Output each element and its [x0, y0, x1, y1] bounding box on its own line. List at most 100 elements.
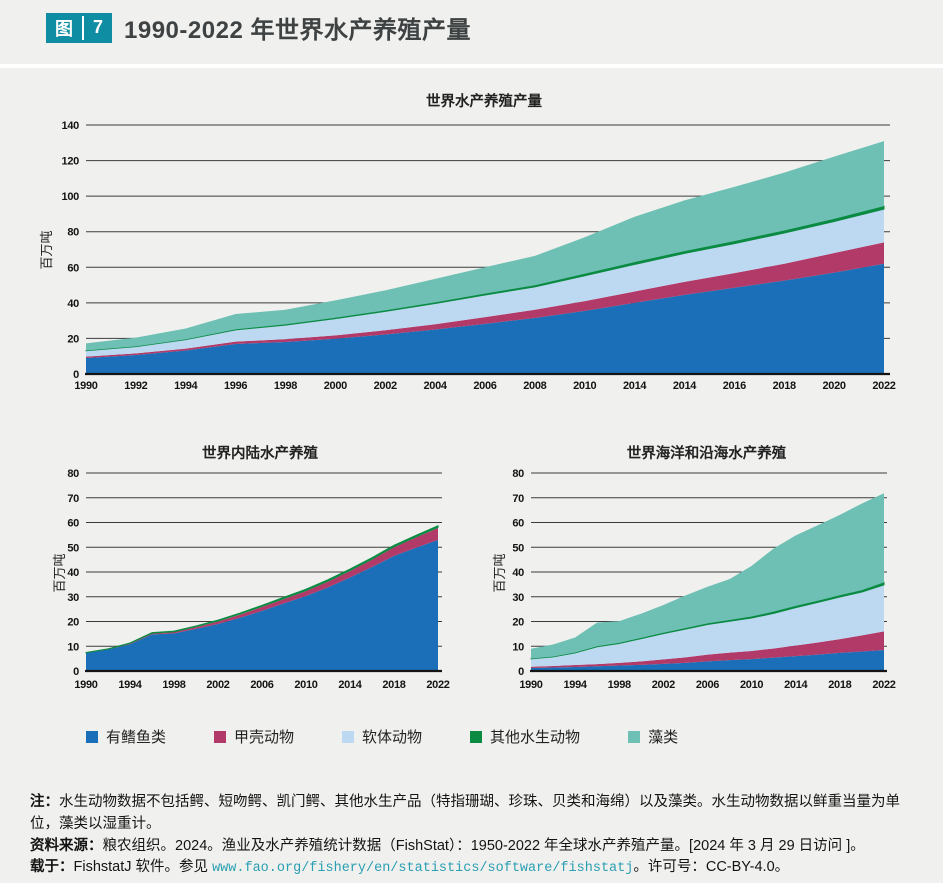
legend-swatch-finfish [86, 730, 98, 743]
chart-title-marine: 世界海洋和沿海水产养殖 [626, 446, 787, 462]
area-band-algae [531, 493, 884, 659]
legend-label-crustaceans: 甲壳动物 [234, 729, 295, 746]
y-tick-label-100: 100 [62, 191, 80, 203]
x-tick-label-1994: 1994 [118, 679, 142, 691]
x-tick-label-2014: 2014 [338, 679, 362, 691]
x-tick-label-2020: 2020 [822, 380, 845, 392]
y-tick-label-20: 20 [67, 333, 79, 345]
legend-item-other_aquatic_animals: 其他水生动物 [470, 726, 580, 747]
source-text-3: 。许可号：CC-BY-4.0。 [633, 859, 790, 875]
legend-label-algae: 藻类 [648, 729, 679, 746]
figure-note: 注：水生动物数据不包括鳄、短吻鳄、凯门鳄、其他水生产品（特指珊瑚、珍珠、贝类和海… [30, 791, 914, 835]
legend-label-molluscs: 软体动物 [362, 729, 423, 746]
area-band-finfish [531, 649, 884, 671]
x-tick-label-1998: 1998 [274, 380, 297, 392]
y-tick-label-60: 60 [67, 262, 79, 274]
legend-label-other_aquatic_animals: 其他水生动物 [490, 729, 581, 746]
legend-item-algae: 藻类 [628, 726, 678, 747]
x-tick-label-1990: 1990 [519, 679, 542, 691]
source-line-2: 载于：FishstatJ 软件。参见 www.fao.org/fishery/e… [30, 857, 914, 879]
source-hosted-label: 载于： [30, 859, 74, 875]
x-tick-label-2016: 2016 [723, 380, 746, 392]
x-tick-label-1998: 1998 [162, 679, 185, 691]
y-tick-label-40: 40 [67, 298, 79, 310]
figure-badge-label: 图 [55, 18, 73, 39]
chart-svg-marine: 0 10 20 30 40 50 60 70 80 1990 1994 1998 2002 2006 201… [512, 468, 896, 691]
area-band-finfish [86, 263, 884, 374]
y-tick-label-80: 80 [512, 468, 524, 480]
x-tick-label-2022: 2022 [426, 679, 449, 691]
x-tick-label-2014: 2014 [623, 380, 647, 392]
area-band-finfish [86, 539, 438, 671]
source-text: 粮农组织。2024。渔业及水产养殖统计数据（FishStat）：1950-202… [102, 838, 865, 854]
source-label: 资料来源： [30, 838, 103, 854]
x-tick-label-2002: 2002 [652, 679, 675, 691]
y-tick-label-50: 50 [512, 542, 524, 554]
x-tick-label-2022: 2022 [872, 380, 895, 392]
x-tick-label-2006: 2006 [473, 380, 496, 392]
y-tick-label-10: 10 [67, 641, 79, 653]
note-label: 注： [30, 794, 59, 810]
x-tick-label-2000: 2000 [324, 380, 347, 392]
x-tick-label-2008: 2008 [523, 380, 546, 392]
legend-swatch-molluscs [342, 730, 355, 743]
x-tick-label-2006: 2006 [696, 679, 719, 691]
x-tick-label-2002: 2002 [206, 679, 229, 691]
y-tick-label-20: 20 [67, 617, 79, 629]
y-tick-label-50: 50 [67, 542, 79, 554]
y-tick-label-80: 80 [67, 468, 79, 480]
y-tick-label-40: 40 [67, 567, 79, 579]
x-tick-label-1994: 1994 [174, 380, 198, 392]
x-tick-label-2018: 2018 [773, 380, 796, 392]
y-tick-label-20: 20 [512, 617, 524, 629]
y-tick-label-60: 60 [512, 518, 524, 530]
figure-badge: 图 7 [46, 12, 113, 43]
chart-title-inland: 世界内陆水产养殖 [202, 446, 318, 462]
chart-svg-world: 0 20 40 60 80 100 120 140 1990 1992 1994 1996 1998 20… [62, 120, 897, 392]
y-tick-label-120: 120 [62, 156, 80, 168]
area-band-molluscs [531, 584, 884, 667]
y-tick-label-80: 80 [67, 227, 79, 239]
x-tick-label-1990: 1990 [74, 380, 97, 392]
x-tick-label-2018: 2018 [382, 679, 405, 691]
x-tick-label-2010: 2010 [294, 679, 317, 691]
x-tick-label-2002: 2002 [374, 380, 397, 392]
figure-header: 图 7 1990-2022 年世界水产养殖产量 [46, 10, 471, 45]
y-tick-label-70: 70 [512, 493, 524, 505]
x-tick-label-1992: 1992 [124, 380, 147, 392]
chart-title-world: 世界水产养殖产量 [426, 94, 542, 110]
x-tick-label-2014: 2014 [784, 679, 808, 691]
x-tick-label-2014: 2014 [673, 380, 697, 392]
source-link[interactable]: www.fao.org/fishery/en/statistics/softwa… [212, 861, 634, 876]
y-tick-label-30: 30 [512, 592, 524, 604]
x-tick-label-2010: 2010 [573, 380, 596, 392]
y-tick-label-70: 70 [67, 493, 79, 505]
y-tick-label-0: 0 [518, 666, 524, 678]
figure-badge-divider [82, 15, 84, 40]
y-tick-label-40: 40 [512, 567, 524, 579]
x-tick-label-1998: 1998 [608, 679, 631, 691]
legend-swatch-crustaceans [214, 730, 227, 743]
y-tick-label-10: 10 [512, 641, 524, 653]
source-text-2: FishstatJ 软件。参见 [73, 859, 213, 875]
x-tick-label-1994: 1994 [563, 679, 587, 691]
y-tick-label-60: 60 [67, 518, 79, 530]
legend-swatch-algae [628, 730, 641, 743]
figure-badge-number: 7 [93, 17, 104, 37]
y-tick-label-0: 0 [73, 666, 79, 678]
legend-item-crustaceans: 甲壳动物 [214, 726, 294, 747]
x-tick-label-2018: 2018 [828, 679, 851, 691]
legend-item-molluscs: 软体动物 [342, 726, 422, 747]
x-tick-label-2010: 2010 [740, 679, 763, 691]
y-tick-label-0: 0 [73, 369, 79, 381]
x-tick-label-1996: 1996 [224, 380, 247, 392]
y-tick-label-140: 140 [62, 120, 80, 132]
figure-source: 资料来源：粮农组织。2024。渔业及水产养殖统计数据（FishStat）：195… [30, 836, 914, 879]
source-line-1: 资料来源：粮农组织。2024。渔业及水产养殖统计数据（FishStat）：195… [30, 836, 914, 857]
figure-title: 1990-2022 年世界水产养殖产量 [124, 17, 471, 44]
x-tick-label-2006: 2006 [250, 679, 273, 691]
legend-item-finfish: 有鳍鱼类 [86, 726, 166, 747]
x-tick-label-1990: 1990 [74, 679, 97, 691]
legend-label-finfish: 有鳍鱼类 [106, 729, 167, 746]
